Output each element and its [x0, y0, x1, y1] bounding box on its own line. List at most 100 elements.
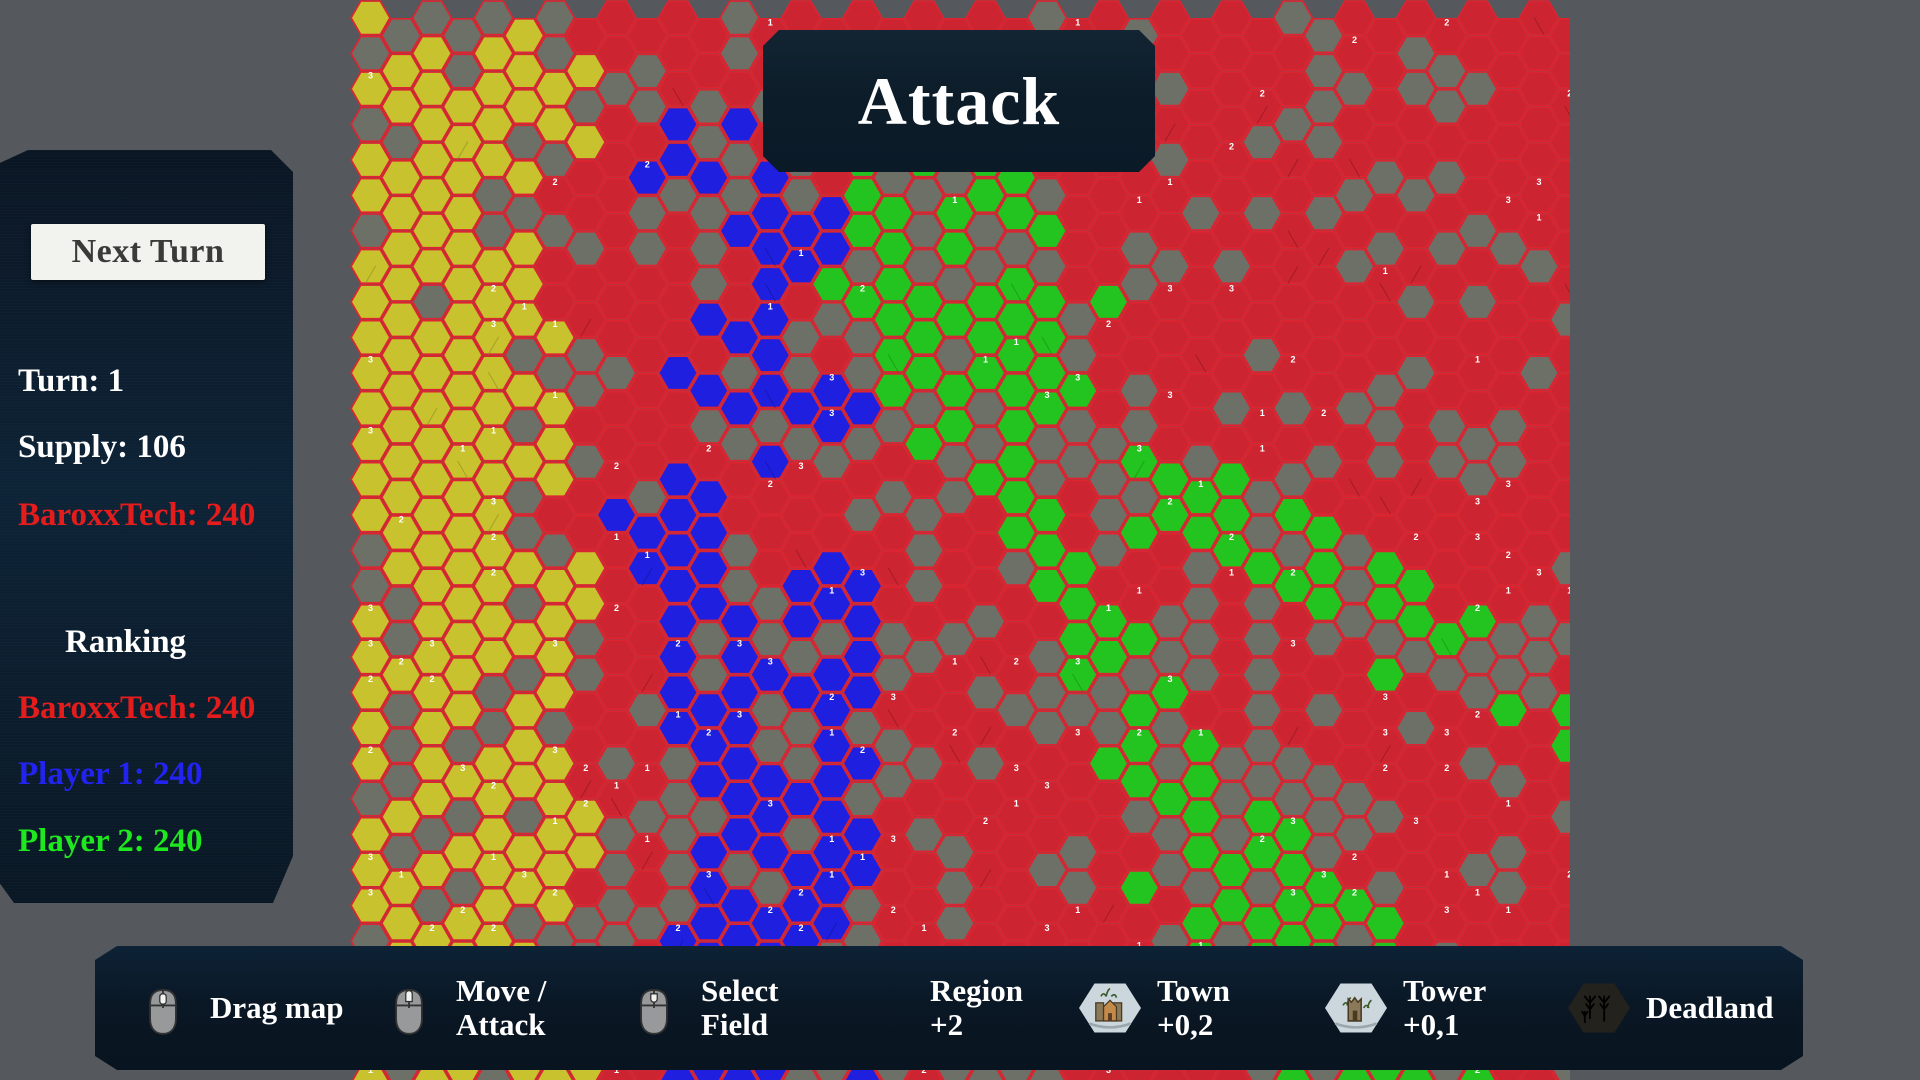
svg-text:3: 3 — [1444, 905, 1449, 915]
svg-text:3: 3 — [860, 568, 865, 578]
svg-text:3: 3 — [1044, 923, 1049, 933]
svg-text:1: 1 — [829, 585, 834, 595]
svg-text:1: 1 — [921, 923, 926, 933]
svg-text:1: 1 — [829, 834, 834, 844]
svg-text:2: 2 — [583, 763, 588, 773]
svg-text:1: 1 — [1137, 195, 1142, 205]
svg-text:3: 3 — [368, 71, 373, 81]
svg-text:3: 3 — [368, 426, 373, 436]
svg-text:2: 2 — [429, 674, 434, 684]
svg-text:1: 1 — [522, 301, 527, 311]
svg-text:1: 1 — [1383, 266, 1388, 276]
svg-text:3: 3 — [1290, 816, 1295, 826]
svg-text:2: 2 — [583, 798, 588, 808]
svg-text:2: 2 — [368, 674, 373, 684]
svg-text:2: 2 — [798, 923, 803, 933]
svg-text:2: 2 — [706, 727, 711, 737]
svg-text:1: 1 — [1444, 870, 1449, 880]
svg-text:1: 1 — [399, 870, 404, 880]
svg-text:1: 1 — [829, 870, 834, 880]
svg-text:2: 2 — [706, 443, 711, 453]
svg-text:2: 2 — [491, 284, 496, 294]
svg-text:1: 1 — [491, 852, 496, 862]
svg-text:3: 3 — [1137, 443, 1142, 453]
svg-text:2: 2 — [768, 479, 773, 489]
svg-text:3: 3 — [706, 870, 711, 880]
svg-text:2: 2 — [1506, 550, 1511, 560]
svg-text:2: 2 — [1352, 35, 1357, 45]
svg-text:3: 3 — [1229, 284, 1234, 294]
svg-text:2: 2 — [614, 461, 619, 471]
svg-text:1: 1 — [460, 443, 465, 453]
svg-text:2: 2 — [1167, 497, 1172, 507]
svg-text:2: 2 — [1106, 319, 1111, 329]
svg-text:2: 2 — [1014, 656, 1019, 666]
svg-text:3: 3 — [1044, 781, 1049, 791]
svg-text:1: 1 — [1506, 585, 1511, 595]
svg-text:1: 1 — [1137, 585, 1142, 595]
svg-text:1: 1 — [1260, 443, 1265, 453]
svg-text:2: 2 — [675, 639, 680, 649]
svg-text:2: 2 — [983, 816, 988, 826]
svg-text:1: 1 — [1506, 798, 1511, 808]
svg-text:1: 1 — [552, 390, 557, 400]
svg-text:1: 1 — [860, 852, 865, 862]
svg-text:3: 3 — [1383, 727, 1388, 737]
svg-text:1: 1 — [491, 426, 496, 436]
svg-text:3: 3 — [1444, 727, 1449, 737]
svg-text:2: 2 — [399, 656, 404, 666]
svg-text:3: 3 — [1167, 284, 1172, 294]
svg-text:1: 1 — [1014, 798, 1019, 808]
svg-text:1: 1 — [1198, 727, 1203, 737]
svg-text:3: 3 — [1044, 390, 1049, 400]
svg-text:2: 2 — [829, 692, 834, 702]
svg-text:1: 1 — [983, 355, 988, 365]
svg-text:2: 2 — [1229, 142, 1234, 152]
svg-text:1: 1 — [645, 763, 650, 773]
svg-text:2: 2 — [1290, 355, 1295, 365]
svg-text:3: 3 — [891, 692, 896, 702]
svg-text:1: 1 — [675, 710, 680, 720]
svg-text:2: 2 — [1383, 763, 1388, 773]
svg-text:3: 3 — [491, 319, 496, 329]
svg-text:3: 3 — [368, 887, 373, 897]
svg-text:2: 2 — [368, 745, 373, 755]
svg-text:3: 3 — [1536, 568, 1541, 578]
svg-text:1: 1 — [1014, 337, 1019, 347]
svg-text:1: 1 — [1475, 887, 1480, 897]
svg-text:3: 3 — [1075, 372, 1080, 382]
svg-text:1: 1 — [614, 781, 619, 791]
svg-text:3: 3 — [368, 603, 373, 613]
svg-text:1: 1 — [1167, 177, 1172, 187]
svg-text:1: 1 — [552, 816, 557, 826]
svg-text:3: 3 — [1536, 177, 1541, 187]
svg-text:3: 3 — [829, 408, 834, 418]
svg-text:1: 1 — [798, 248, 803, 258]
svg-text:3: 3 — [368, 852, 373, 862]
svg-text:2: 2 — [1567, 88, 1570, 98]
svg-text:2: 2 — [491, 781, 496, 791]
svg-text:2: 2 — [399, 514, 404, 524]
svg-text:3: 3 — [891, 834, 896, 844]
svg-text:2: 2 — [891, 905, 896, 915]
svg-text:3: 3 — [768, 798, 773, 808]
svg-text:3: 3 — [768, 656, 773, 666]
svg-text:2: 2 — [1229, 532, 1234, 542]
svg-text:2: 2 — [1444, 17, 1449, 27]
svg-text:2: 2 — [1137, 727, 1142, 737]
svg-text:3: 3 — [1167, 390, 1172, 400]
svg-text:2: 2 — [552, 177, 557, 187]
svg-text:2: 2 — [952, 727, 957, 737]
svg-text:3: 3 — [460, 763, 465, 773]
svg-text:3: 3 — [1475, 532, 1480, 542]
svg-text:2: 2 — [1444, 763, 1449, 773]
svg-text:2: 2 — [552, 887, 557, 897]
svg-text:1: 1 — [768, 301, 773, 311]
svg-text:1: 1 — [1475, 355, 1480, 365]
svg-text:2: 2 — [491, 532, 496, 542]
svg-text:2: 2 — [860, 745, 865, 755]
svg-text:1: 1 — [645, 834, 650, 844]
svg-text:3: 3 — [429, 639, 434, 649]
svg-text:3: 3 — [1413, 816, 1418, 826]
svg-text:2: 2 — [1352, 852, 1357, 862]
